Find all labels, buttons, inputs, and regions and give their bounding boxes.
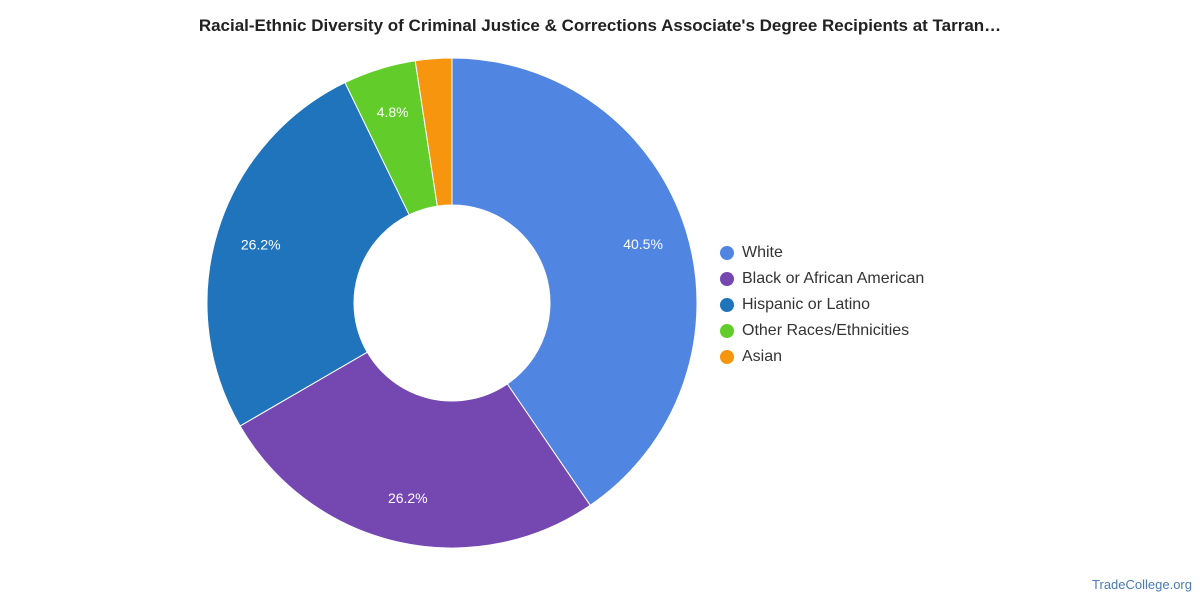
legend-swatch-asian (720, 350, 734, 364)
legend-item-white[interactable]: White (720, 240, 924, 266)
chart-legend: White Black or African American Hispanic… (720, 240, 924, 370)
legend-label-black-or-african-american: Black or African American (742, 270, 925, 287)
slice-hispanic-or-latino[interactable] (206, 81, 410, 427)
slice-label-black-or-african-american: 26.2% (388, 490, 428, 506)
slice-label-other-races-ethnicities: 4.8% (377, 104, 409, 120)
legend-item-hispanic-or-latino[interactable]: Hispanic or Latino (720, 292, 924, 318)
legend-swatch-other-races (720, 324, 734, 338)
slice-white[interactable] (451, 57, 698, 506)
slice-asian[interactable] (414, 57, 453, 207)
slice-black-or-african-american[interactable] (239, 351, 591, 549)
legend-label-hispanic-or-latino: Hispanic or Latino (742, 296, 871, 313)
source-watermark[interactable]: TradeCollege.org (1092, 577, 1192, 592)
legend-item-other-races[interactable]: Other Races/Ethnicities (720, 318, 924, 344)
legend-item-asian[interactable]: Asian (720, 344, 924, 370)
slice-label-white: 40.5% (623, 236, 663, 252)
legend-swatch-hispanic-or-latino (720, 298, 734, 312)
legend-label-other-races: Other Races/Ethnicities (742, 322, 910, 339)
slice-label-hispanic-or-latino: 26.2% (241, 237, 281, 253)
chart-title: Racial-Ethnic Diversity of Criminal Just… (198, 16, 1002, 35)
legend-swatch-black-or-african-american (720, 272, 734, 286)
legend-item-black-or-african-american[interactable]: Black or African American (720, 266, 924, 292)
legend-swatch-white (720, 246, 734, 260)
legend-label-asian: Asian (742, 348, 783, 365)
legend-label-white: White (742, 244, 783, 261)
